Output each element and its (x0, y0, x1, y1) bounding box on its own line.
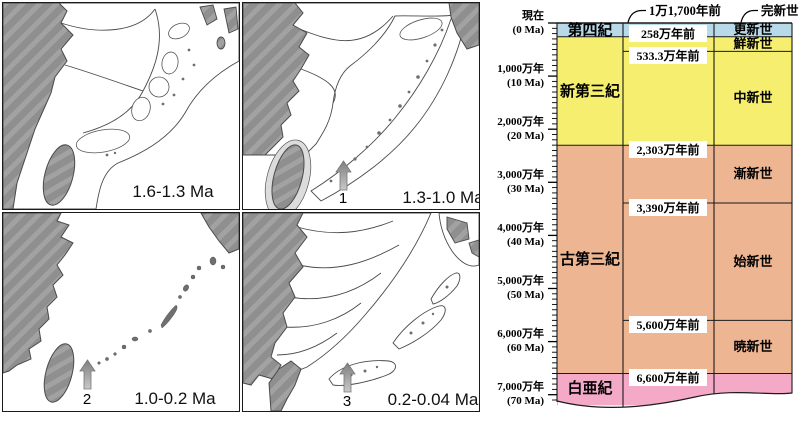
svg-text:更新世: 更新世 (733, 22, 772, 37)
small-islands (105, 48, 196, 157)
paleogeography-map-2: 1 1.3-1.0 Ma (243, 3, 479, 209)
svg-text:(70 Ma): (70 Ma) (507, 395, 544, 407)
arrow-number: 3 (343, 393, 351, 410)
period-column-labels: 第四紀 新第三紀 古第三紀 白亜紀 (560, 21, 620, 397)
map-panel-1: 1.6-1.3 Ma (2, 2, 240, 210)
panel-period-label: 1.6-1.3 Ma (132, 182, 214, 201)
kyushu-island (448, 3, 479, 50)
epoch-band (714, 51, 792, 146)
svg-text:258万年前: 258万年前 (641, 26, 695, 41)
kyushu-island (446, 216, 479, 258)
paleogeography-map-4: 3 0.2-0.04 Ma (243, 213, 479, 411)
continent-landmass (243, 3, 310, 156)
holocene-leader-line (740, 9, 758, 23)
japan-islands (199, 4, 239, 50)
torn-edge-mask (558, 392, 800, 423)
boundary-age-labels: 258万年前 533.3万年前 2,303万年前 3,390万年前 5,600万… (629, 25, 707, 386)
svg-text:古第三紀: 古第三紀 (560, 250, 620, 268)
svg-text:中新世: 中新世 (733, 90, 772, 105)
svg-text:5,600万年前: 5,600万年前 (636, 317, 699, 332)
svg-text:5,000万年: 5,000万年 (497, 273, 544, 287)
epoch-band (714, 203, 792, 321)
svg-text:(10 Ma): (10 Ma) (507, 77, 544, 89)
map-panel-2: 1 1.3-1.0 Ma (242, 2, 480, 210)
arrow-number: 2 (83, 391, 91, 408)
svg-text:1,000万年: 1,000万年 (497, 61, 544, 75)
svg-text:(40 Ma): (40 Ma) (507, 236, 544, 248)
taiwan-island (271, 144, 305, 209)
ryukyu-island-chain (97, 256, 226, 365)
paleogeography-map-1: 1.6-1.3 Ma (3, 3, 239, 209)
epoch-band (714, 23, 792, 37)
svg-text:2,000万年: 2,000万年 (497, 114, 544, 128)
svg-text:3,000万年: 3,000万年 (497, 167, 544, 181)
uplift-arrow-2 (79, 359, 96, 390)
river-lines (276, 220, 400, 356)
epoch-band (714, 145, 792, 204)
panel-period-label: 1.3-1.0 Ma (402, 188, 479, 207)
svg-text:6,600万年前: 6,600万年前 (636, 370, 699, 385)
time-axis-labels: 現在 (0 Ma) 1,000万年 (10 Ma) 2,000万年 (20 Ma… (497, 8, 544, 407)
svg-text:(30 Ma): (30 Ma) (507, 183, 544, 195)
holocene-boundary-leader-line (627, 9, 646, 23)
panel-period-label: 0.2-0.04 Ma (388, 390, 479, 409)
svg-text:(60 Ma): (60 Ma) (507, 342, 544, 354)
arc-islands (349, 285, 449, 377)
period-band (557, 145, 714, 374)
kyushu-shelf (438, 213, 479, 267)
arrow-number: 1 (339, 190, 347, 207)
island-arc-north (430, 272, 461, 305)
svg-text:始新世: 始新世 (733, 254, 772, 269)
map-panel-3: 2 1.0-0.2 Ma (2, 212, 240, 412)
continental-shelf (243, 213, 432, 372)
svg-text:第四紀: 第四紀 (567, 21, 612, 39)
svg-text:白亜紀: 白亜紀 (567, 379, 612, 397)
holocene-boundary-annotation: 1万1,700年前 (649, 3, 721, 18)
svg-text:現在: 現在 (522, 8, 544, 22)
svg-text:(0 Ma): (0 Ma) (513, 24, 545, 36)
svg-text:暁新世: 暁新世 (733, 339, 772, 354)
svg-text:4,000万年: 4,000万年 (497, 220, 544, 234)
svg-text:533.3万年前: 533.3万年前 (636, 48, 699, 63)
taiwan-island (42, 144, 76, 206)
continent-landmass (3, 213, 74, 374)
taiwan-island (43, 343, 75, 403)
timescale-bands-and-axis (548, 22, 800, 423)
svg-text:3,390万年前: 3,390万年前 (636, 200, 699, 215)
taiwan-island (268, 360, 302, 411)
map-panel-4: 3 0.2-0.04 Ma (242, 212, 480, 412)
continent-landmass (3, 3, 74, 209)
svg-text:(20 Ma): (20 Ma) (507, 130, 544, 142)
svg-text:2,303万年前: 2,303万年前 (636, 142, 699, 157)
svg-text:7,000万年: 7,000万年 (497, 379, 544, 393)
panel-period-label: 1.0-0.2 Ma (134, 389, 216, 408)
holocene-annotation: 完新世 (761, 3, 799, 18)
epoch-band (714, 320, 792, 374)
torn-edge-line (556, 391, 793, 408)
svg-text:新第三紀: 新第三紀 (560, 82, 620, 100)
svg-text:鮮新世: 鮮新世 (733, 36, 772, 51)
island-arc-south (328, 360, 396, 386)
continental-shelf (3, 3, 239, 209)
arc-islands (329, 28, 444, 183)
island-arc-mid (392, 305, 446, 350)
sea-basin (399, 17, 443, 41)
paleogeography-map-3: 2 1.0-0.2 Ma (3, 213, 239, 408)
geologic-timescale-chart: 1万1,700年前 完新世 現在 (0 Ma) 1,000万年 (10 Ma) … (497, 3, 800, 423)
continental-shelf (243, 3, 479, 156)
svg-text:(50 Ma): (50 Ma) (507, 289, 544, 301)
epoch-band (714, 36, 792, 52)
epoch-column-labels: 更新世 鮮新世 中新世 漸新世 始新世 暁新世 (733, 22, 772, 354)
svg-text:漸新世: 漸新世 (733, 166, 772, 181)
continent-landmass (243, 213, 308, 386)
kyushu-island (200, 213, 239, 254)
island-arc (310, 12, 468, 202)
svg-text:6,000万年: 6,000万年 (497, 326, 544, 340)
uplift-arrow-1 (335, 160, 352, 191)
sea-basins (75, 22, 190, 154)
uplift-arrow-3 (339, 362, 356, 393)
